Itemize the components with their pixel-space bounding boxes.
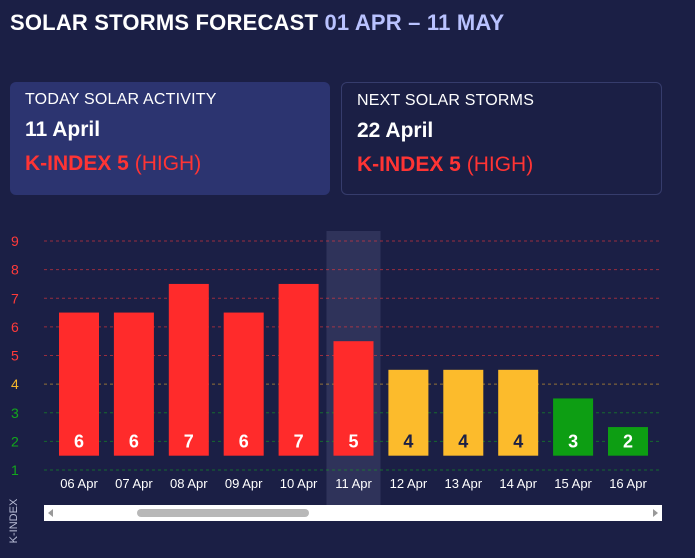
bar-16 Apr xyxy=(608,427,648,456)
bar-09 Apr xyxy=(223,312,264,456)
bar-value-label: 7 xyxy=(184,432,194,452)
x-tick-label: 09 Apr xyxy=(225,476,263,491)
next-card-kindex: K-INDEX 5 (HIGH) xyxy=(357,153,646,177)
today-card-label: TODAY SOLAR ACTIVITY xyxy=(25,91,217,108)
y-tick-label-9: 9 xyxy=(11,233,19,249)
x-tick-label: 14 Apr xyxy=(499,476,537,491)
y-tick-label-8: 8 xyxy=(11,262,19,278)
y-tick-label-2: 2 xyxy=(11,433,19,449)
chart-scrollbar[interactable] xyxy=(44,505,662,521)
bar-06 Apr xyxy=(59,312,99,456)
bar-value-label: 2 xyxy=(623,432,633,452)
bar-07 Apr xyxy=(113,312,154,456)
x-tick-label: 10 Apr xyxy=(280,476,318,491)
bar-14 Apr xyxy=(498,369,539,456)
today-kindex-level: (HIGH) xyxy=(134,152,202,175)
bar-value-label: 3 xyxy=(568,432,578,452)
today-card-kindex: K-INDEX 5 (HIGH) xyxy=(25,152,315,176)
x-tick-label: 06 Apr xyxy=(60,476,98,491)
next-card-label: NEXT SOLAR STORMS xyxy=(357,92,535,109)
y-tick-label-6: 6 xyxy=(11,319,19,335)
x-tick-label: 12 Apr xyxy=(390,476,428,491)
today-kindex-value: K-INDEX 5 xyxy=(25,152,129,175)
scrollbar-thumb[interactable] xyxy=(137,509,309,517)
x-tick-label: 13 Apr xyxy=(445,476,483,491)
bar-value-label: 4 xyxy=(513,432,523,452)
bar-value-label: 6 xyxy=(74,432,84,452)
scroll-left-arrow-icon[interactable] xyxy=(48,509,53,517)
bar-10 Apr xyxy=(278,283,319,456)
today-activity-card: TODAY SOLAR ACTIVITY 11 April K-INDEX 5 … xyxy=(10,82,330,195)
bar-value-label: 7 xyxy=(294,432,304,452)
bar-value-label: 4 xyxy=(403,432,413,452)
next-card-date: 22 April xyxy=(357,119,434,142)
bar-11 Apr xyxy=(333,341,374,456)
x-tick-label: 16 Apr xyxy=(609,476,647,491)
title-main: SOLAR STORMS FORECAST xyxy=(10,10,319,35)
bar-12 Apr xyxy=(388,369,429,456)
x-tick-label: 15 Apr xyxy=(554,476,592,491)
x-tick-label: 07 Apr xyxy=(115,476,153,491)
bar-08 Apr xyxy=(168,283,209,456)
x-tick-label: 08 Apr xyxy=(170,476,208,491)
y-tick-label-5: 5 xyxy=(11,348,19,364)
next-kindex-value: K-INDEX 5 xyxy=(357,153,461,176)
bar-13 Apr xyxy=(443,369,484,456)
bar-value-label: 6 xyxy=(239,432,249,452)
next-storms-card: NEXT SOLAR STORMS 22 April K-INDEX 5 (HI… xyxy=(341,82,662,195)
bar-value-label: 4 xyxy=(458,432,468,452)
y-tick-label-7: 7 xyxy=(11,290,19,306)
page-title: SOLAR STORMS FORECAST 01 APR – 11 MAY xyxy=(10,10,504,36)
scroll-right-arrow-icon[interactable] xyxy=(653,509,658,517)
next-kindex-level: (HIGH) xyxy=(466,153,534,176)
bar-15 Apr xyxy=(553,398,594,456)
x-tick-label: 11 Apr xyxy=(335,476,372,491)
bar-value-label: 5 xyxy=(348,432,358,452)
y-tick-label-4: 4 xyxy=(11,376,19,392)
y-axis-title: K-INDEX xyxy=(8,498,20,543)
title-date-range: 01 APR – 11 MAY xyxy=(324,10,505,35)
y-tick-label-3: 3 xyxy=(11,405,19,421)
kindex-bar-chart: 1 2 3 4 5 6 7 8 9 6 06 Apr 6 07 Apr 7 08 Apr 6 09 Apr 7 10… xyxy=(8,231,662,543)
y-tick-label-1: 1 xyxy=(11,462,19,478)
today-card-date: 11 April xyxy=(25,118,101,141)
bar-value-label: 6 xyxy=(129,432,139,452)
